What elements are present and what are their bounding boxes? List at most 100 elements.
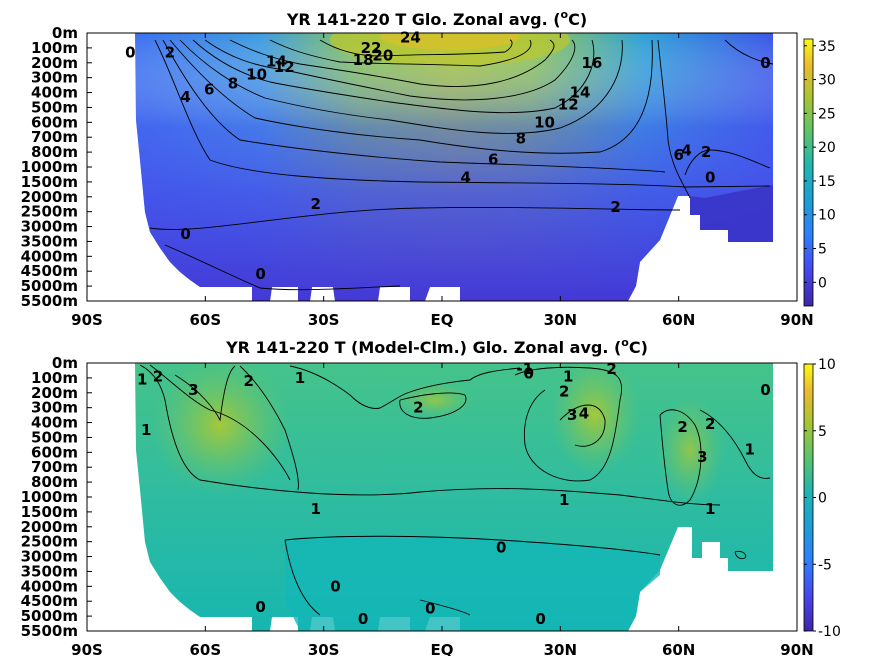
contour-label: 0	[760, 54, 770, 72]
contour-label: 0	[125, 43, 135, 61]
y-tick-label: 200m	[31, 54, 78, 72]
y-tick-label: 4500m	[21, 262, 78, 280]
y-tick-label: 4000m	[21, 577, 78, 595]
colorbar-tick-label: -10	[818, 624, 841, 640]
contour-label: 6	[204, 81, 214, 99]
contour-label: 1	[141, 421, 151, 439]
y-tick-label: 300m	[31, 399, 78, 417]
y-tick-label: 700m	[31, 458, 78, 476]
contour-lines-top	[149, 39, 774, 291]
colorbar-tick-label: 35	[818, 39, 836, 55]
y-tick-label: 2000m	[21, 188, 78, 206]
x-tick-label: 30N	[544, 641, 577, 656]
y-tick-label: 3000m	[21, 218, 78, 236]
y-tick-label: 600m	[31, 113, 78, 131]
contour-label: 12	[558, 95, 579, 113]
contour-label: 8	[516, 130, 526, 148]
contour-label: 12	[274, 58, 295, 76]
contour-lines-bottom	[139, 364, 771, 616]
colorbar-tick-label: 0	[818, 275, 827, 291]
y-tick-label: 5500m	[21, 292, 78, 310]
y-tick-label: 400m	[31, 414, 78, 432]
colorbar-tick-label: 20	[818, 140, 836, 156]
contour-label: 2	[705, 415, 715, 433]
x-tick-label: 90N	[780, 311, 813, 329]
x-tick-label: 90N	[780, 641, 813, 656]
contour-label: 0	[358, 610, 368, 628]
contour-label: 24	[400, 28, 421, 46]
y-tick-label: 800m	[31, 143, 78, 161]
contour-label: 1	[705, 500, 715, 518]
contour-label: 0	[330, 577, 340, 595]
y-tick-label: 0m	[52, 354, 78, 372]
contour-label: 2	[165, 43, 175, 61]
x-tick-label: 60S	[189, 311, 221, 329]
y-tick-label: 500m	[31, 98, 78, 116]
y-tick-label: 1500m	[21, 503, 78, 521]
y-tick-label: 1500m	[21, 173, 78, 191]
x-tick-label: EQ	[431, 641, 454, 656]
contour-label: 2	[610, 198, 620, 216]
contour-label: 1	[559, 491, 569, 509]
colorbar-tick-label: 10	[818, 208, 836, 224]
contour-label: 4	[579, 405, 589, 423]
top-y-axis: 0m100m200m300m400m500m600m700m800m1000m1…	[21, 24, 92, 310]
x-tick-label: 90S	[71, 311, 103, 329]
y-tick-label: 300m	[31, 69, 78, 87]
y-tick-label: 100m	[31, 369, 78, 387]
contour-label: 10	[246, 66, 267, 84]
contour-label: 2	[311, 195, 321, 213]
y-tick-label: 3500m	[21, 562, 78, 580]
colorbar-tick-label: 10	[818, 357, 836, 373]
contour-label: -1	[516, 360, 533, 378]
y-tick-label: 200m	[31, 384, 78, 402]
contour-label: 1	[311, 500, 321, 518]
colorbar-tick-label: 0	[818, 491, 827, 507]
y-tick-label: 2500m	[21, 533, 78, 551]
y-tick-label: 4000m	[21, 247, 78, 265]
contour-label: 0	[255, 598, 265, 616]
x-tick-label: 30N	[544, 311, 577, 329]
contour-label: 0	[760, 381, 770, 399]
y-tick-label: 3500m	[21, 232, 78, 250]
y-tick-label: 100m	[31, 39, 78, 57]
top-x-axis: 90S 60S 30S EQ 30N 60N 90N	[71, 33, 814, 329]
contour-label: 3	[697, 448, 707, 466]
x-tick-label: 60N	[662, 311, 695, 329]
contour-label: 0	[524, 364, 534, 382]
bottom-panel: YR 141-220 T (Model-Clm.) Glo. Zonal avg…	[21, 336, 841, 656]
top-panel: YR 141-220 T Glo. Zonal avg. (oC)	[21, 8, 836, 329]
contour-label: 4	[681, 142, 691, 160]
x-tick-label: 30S	[308, 641, 340, 656]
y-tick-label: 800m	[31, 473, 78, 491]
contour-label: 14	[266, 52, 287, 70]
bottom-colorbar-ticks: -10 -5 0 5 10	[804, 357, 841, 640]
bottom-title: YR 141-220 T (Model-Clm.) Glo. Zonal avg…	[225, 336, 648, 357]
colorbar-tick-label: 25	[818, 106, 836, 122]
contour-label: 8	[228, 75, 238, 93]
anomaly-near-zero	[285, 536, 660, 631]
contour-label: 3	[567, 406, 577, 424]
contour-label: 10	[534, 113, 555, 131]
colorbar-tick-label: 5	[818, 242, 827, 258]
contour-label: 0	[705, 168, 715, 186]
y-tick-label: 4500m	[21, 592, 78, 610]
anomaly-warm-north	[550, 363, 640, 475]
x-tick-label: 30S	[308, 311, 340, 329]
y-tick-label: 2500m	[21, 203, 78, 221]
contour-label: 2	[153, 367, 163, 385]
contour-label: 0	[496, 539, 506, 557]
contour-label: 4	[460, 168, 470, 186]
y-tick-label: 500m	[31, 428, 78, 446]
contour-label: 6	[488, 151, 498, 169]
contour-label: 3	[188, 381, 198, 399]
contour-label: 4	[180, 88, 190, 106]
anomaly-warm-eq	[395, 382, 475, 418]
contour-label: 2	[413, 399, 423, 417]
contour-label: 0	[180, 225, 190, 243]
y-tick-label: 5000m	[21, 607, 78, 625]
contour-label: 22	[361, 39, 382, 57]
arctic-deep	[690, 185, 773, 242]
contour-label: 2	[606, 360, 616, 378]
